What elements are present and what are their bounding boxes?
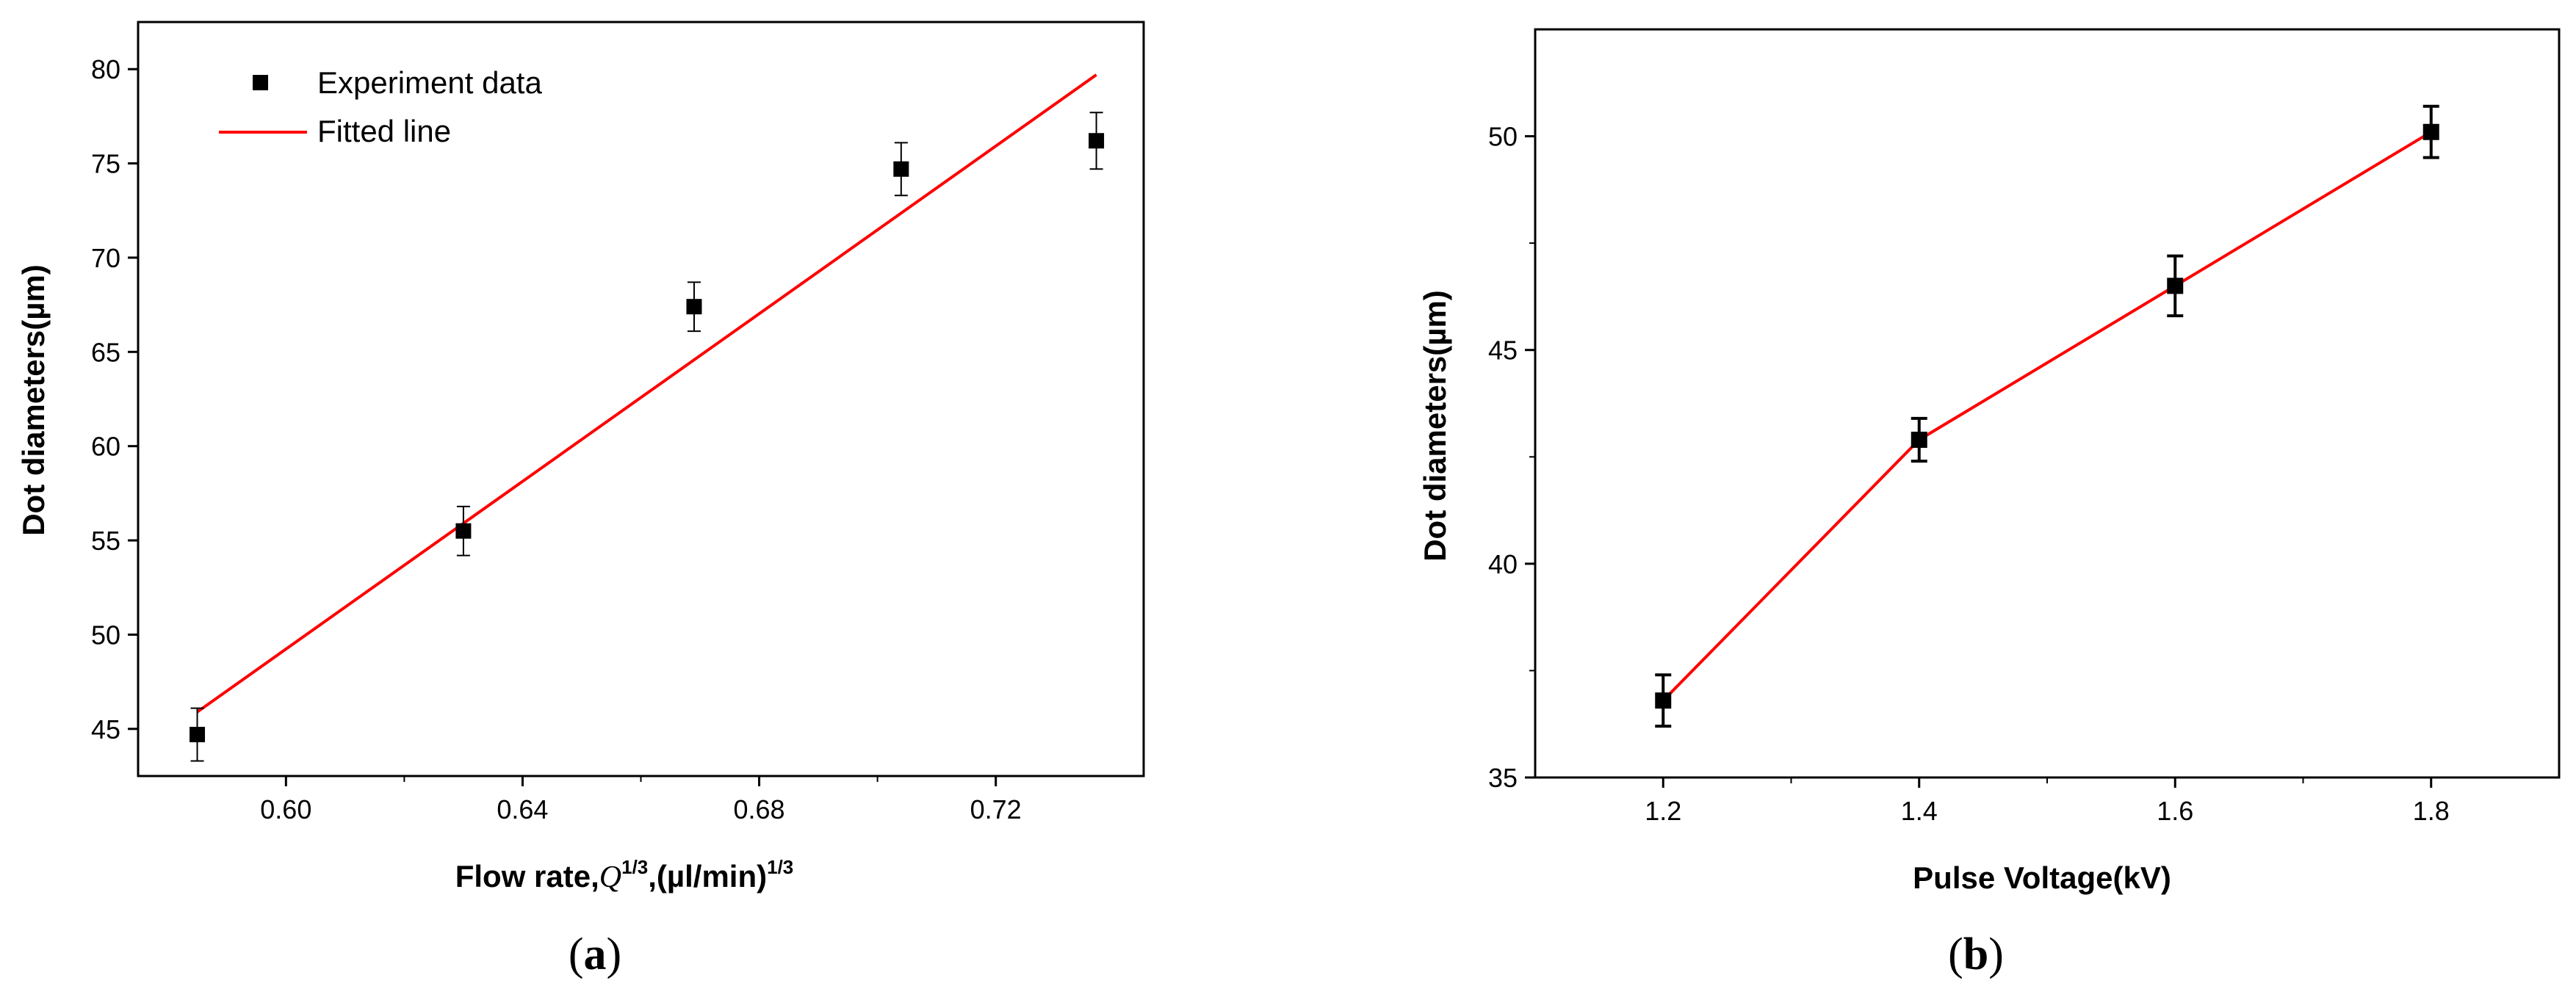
chart-a-y-tick-label: 55 xyxy=(91,526,120,556)
legend-marker-experiment xyxy=(253,75,268,90)
chart-b-x-axis-title: Pulse Voltage(kV) xyxy=(1913,860,2171,895)
legend-label-fitted: Fitted line xyxy=(317,114,451,148)
chart-a-y-tick-label: 65 xyxy=(91,337,120,367)
chart-a-y-tick-label: 80 xyxy=(91,54,120,84)
chart-b-series-line xyxy=(1662,131,2432,702)
chart-a-data-point xyxy=(1089,133,1105,149)
chart-a-y-tick-label: 75 xyxy=(91,149,120,179)
chart-a-x-axis-title: Flow rate,Q1/3,(µl/min)1/3 xyxy=(455,856,794,894)
chart-b-y-axis-title: Dot diameters(µm) xyxy=(1418,290,1452,562)
chart-a-data-point xyxy=(190,727,206,743)
chart-b-x-tick-label: 1.6 xyxy=(2157,796,2193,826)
chart-b-y-tick-label: 45 xyxy=(1488,336,1518,366)
panel-label-b: (b) xyxy=(1948,929,2004,979)
x-title-unit: ,(µl/min) xyxy=(648,859,767,893)
chart-a-y-tick-label: 50 xyxy=(91,620,120,650)
chart-b-x-tick-label: 1.2 xyxy=(1645,796,1681,826)
chart-a-y-tick-label: 45 xyxy=(91,714,120,744)
chart-a-data-point xyxy=(686,299,702,315)
chart-b-data-point xyxy=(1911,431,1927,448)
chart-b-data-point xyxy=(2422,123,2439,140)
chart-b-x-tick-label: 1.4 xyxy=(1901,796,1938,826)
chart-b-data-point xyxy=(2167,278,2184,294)
chart-b-y-tick-label: 35 xyxy=(1488,763,1518,793)
x-title-variable: Q xyxy=(599,860,621,894)
panel-label-a: (a) xyxy=(569,929,621,979)
chart-a-x-tick-label: 0.60 xyxy=(260,794,311,824)
chart-a-data-point xyxy=(455,523,472,539)
chart-b-data-point xyxy=(1655,692,1672,709)
chart-a-y-tick-label: 60 xyxy=(91,432,120,462)
legend-label-experiment: Experiment data xyxy=(317,65,542,100)
chart-a-data-point xyxy=(893,161,909,177)
x-title-prefix: Flow rate, xyxy=(455,859,599,893)
chart-b-y-tick-label: 40 xyxy=(1488,549,1518,579)
chart-a-x-tick-label: 0.64 xyxy=(497,794,548,824)
chart-a: 0.60 0.64 0.68 0.72 45 50 55 60 65 70 75 80 Experime… xyxy=(16,21,1145,979)
chart-b-plot-frame xyxy=(1534,28,2561,779)
chart-b-y-tick-label: 50 xyxy=(1488,122,1518,152)
chart-b-x-tick-label: 1.8 xyxy=(2413,796,2450,826)
chart-a-y-tick-label: 70 xyxy=(91,243,120,273)
x-title-exponent: 1/3 xyxy=(621,856,648,878)
chart-a-x-tick-label: 0.68 xyxy=(734,794,785,824)
chart-b: 1.2 1.4 1.6 1.8 35 40 45 50 Dot diameters(µm) P… xyxy=(1418,28,2561,979)
chart-a-series-line xyxy=(196,73,1097,714)
chart-a-x-tick-label: 0.72 xyxy=(970,794,1022,824)
chart-a-y-axis-title: Dot diameters(µm) xyxy=(16,264,51,536)
x-title-unit-exponent: 1/3 xyxy=(767,856,793,878)
